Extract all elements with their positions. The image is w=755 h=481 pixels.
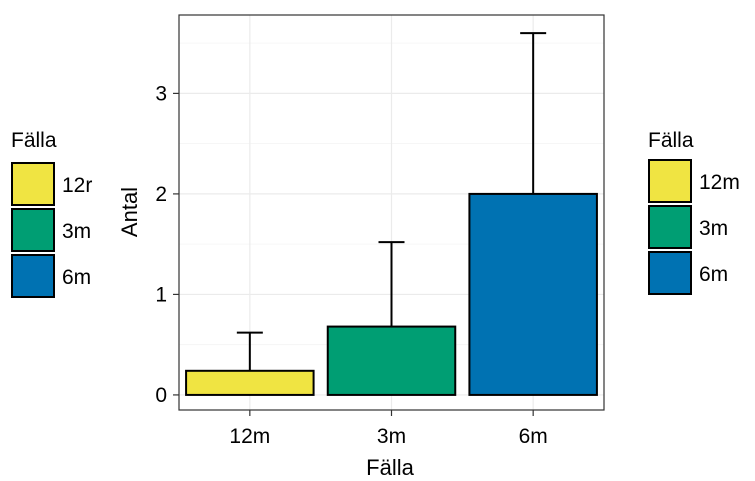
legend-title: Fälla bbox=[11, 129, 57, 152]
y-tick-label: 2 bbox=[155, 183, 167, 206]
legend-label: 3m bbox=[699, 217, 728, 240]
legend-label: 6m bbox=[699, 263, 728, 286]
y-tick-label: 1 bbox=[155, 283, 167, 306]
legend-label: 3m bbox=[62, 220, 91, 243]
bar-6m bbox=[469, 194, 596, 395]
legend-key-3m bbox=[12, 209, 54, 251]
legend-label: 6m bbox=[62, 266, 91, 289]
x-tick-label: 6m bbox=[519, 425, 548, 448]
y-tick-label: 3 bbox=[155, 82, 167, 105]
legend-key-6m bbox=[12, 255, 54, 297]
x-tick-label: 3m bbox=[377, 425, 406, 448]
bar-3m bbox=[328, 327, 456, 395]
x-axis: 12m 3m 6m bbox=[229, 410, 547, 448]
y-axis-title: Antal bbox=[117, 187, 142, 237]
y-tick-label: 0 bbox=[155, 384, 167, 407]
legend-label: 12m bbox=[699, 171, 740, 194]
x-tick-label: 12m bbox=[229, 425, 270, 448]
bar-12m bbox=[186, 371, 313, 395]
legend-label: 12r bbox=[62, 174, 92, 197]
legend-title: Fälla bbox=[648, 129, 694, 152]
legend-key-12m bbox=[649, 160, 691, 202]
x-axis-title: Fälla bbox=[366, 455, 414, 480]
y-axis: 0 1 2 3 bbox=[155, 82, 179, 407]
legend-key-6m bbox=[649, 252, 691, 294]
legend-key-12r bbox=[12, 163, 54, 205]
legend-key-3m bbox=[649, 206, 691, 248]
